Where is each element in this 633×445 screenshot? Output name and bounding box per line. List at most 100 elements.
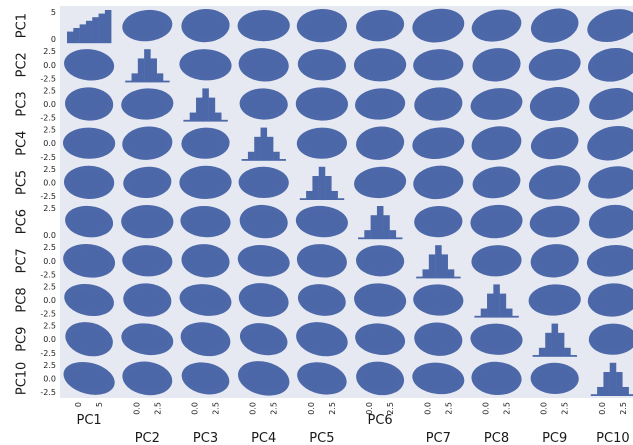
ytick-label: 0.0 [43, 61, 56, 70]
cell-PC10-PC10 [585, 359, 633, 397]
hist-bar [325, 176, 332, 200]
scatter-core [71, 327, 108, 351]
ylabel-PC7: PC7 [15, 248, 30, 273]
cell-PC6-PC8 [470, 204, 523, 239]
cell-PC9-PC10 [588, 323, 633, 355]
xtick-label: 0.0 [365, 402, 374, 415]
cell-PC1-PC9 [530, 8, 579, 43]
cell-PC3-PC8 [470, 88, 523, 120]
hist-bar [428, 254, 436, 279]
scatter-core [185, 289, 226, 311]
scatter-core [127, 328, 168, 350]
scatter-core [361, 93, 400, 115]
cell-PC9-PC1 [65, 322, 113, 357]
xtick-label: 0.0 [482, 402, 491, 415]
hist-bar [202, 88, 209, 122]
cell-PC6-PC2 [121, 204, 174, 239]
cell-PC2-PC6 [354, 48, 407, 82]
hist-bar [364, 230, 371, 240]
ytick-label: 0.0 [43, 231, 56, 240]
scatter-core [478, 171, 515, 193]
scatter-core [360, 288, 401, 312]
hist-bar [312, 176, 319, 200]
scatter-core [476, 210, 517, 234]
scatter-core [128, 250, 167, 272]
cell-PC10-PC2 [122, 361, 173, 396]
xlabel-PC10: PC10 [596, 431, 629, 445]
scatter-core [360, 53, 401, 77]
cell-PC3-PC10 [589, 87, 633, 121]
scatter-core [303, 54, 340, 76]
xtick-label: 0.0 [249, 402, 258, 415]
cell-PC1-PC10 [587, 9, 633, 43]
scatter-core [420, 327, 457, 351]
ytick-label: 0.0 [43, 257, 56, 266]
ytick-label: 2.5 [43, 86, 56, 95]
hist-bar [395, 237, 403, 240]
hist-bar [628, 394, 633, 396]
ytick-label: -2.5 [40, 310, 56, 319]
scatter-core [187, 14, 224, 38]
scatter-core [360, 171, 401, 193]
xlabel-PC4: PC4 [251, 431, 276, 445]
cell-PC2-PC9 [528, 48, 581, 81]
scatter-core [69, 367, 110, 389]
hist-bar [505, 308, 513, 318]
cell-PC6-PC1 [65, 205, 114, 238]
xtick-label: 2.5 [444, 402, 453, 415]
hist-bar [306, 190, 313, 200]
cell-PC4-PC5 [296, 127, 347, 159]
hist-bar [435, 245, 442, 279]
cell-PC6-PC4 [239, 204, 288, 239]
cell-PC4-PC10 [587, 125, 633, 161]
hist-bar [318, 166, 326, 200]
hist-bar [532, 355, 540, 357]
hist-bar [137, 58, 145, 83]
hist-bar [163, 80, 170, 83]
cell-PC8-PC6 [354, 283, 407, 317]
cell-PC3-PC1 [65, 87, 114, 121]
cell-PC10-PC9 [530, 362, 579, 395]
cell-PC4-PC2 [122, 126, 173, 160]
scatter-core [476, 93, 517, 115]
cell-PC2-PC2 [120, 46, 175, 84]
xlabel-PC8: PC8 [484, 431, 509, 445]
xtick-label: 0.0 [598, 402, 607, 415]
hist-bar [499, 293, 507, 318]
cell-PC5-PC1 [64, 165, 115, 200]
scatter-core [593, 171, 633, 193]
cell-PC6-PC3 [180, 205, 231, 238]
ylabel-PC1: PC1 [15, 13, 30, 38]
xtick-label: 0.0 [191, 402, 200, 415]
scatter-core [244, 53, 283, 77]
ytick-label: 0.0 [43, 374, 56, 383]
hist-bar [512, 315, 519, 318]
xtick-label: 2.5 [386, 402, 395, 415]
scatter-core [594, 328, 632, 350]
scatter-core [243, 250, 284, 272]
scatter-core [418, 14, 459, 38]
xtick-label: 0.0 [540, 402, 549, 415]
cell-PC8-PC4 [238, 283, 289, 317]
scatter-core [244, 171, 283, 193]
cell-PC8-PC9 [528, 284, 581, 316]
hist-bar [337, 198, 345, 200]
cell-PC7-PC6 [356, 245, 405, 277]
ytick-label: -2.5 [40, 153, 56, 162]
hist-bar [85, 20, 93, 44]
cell-PC10-PC4 [238, 361, 290, 396]
hist-bar [104, 10, 112, 44]
scatter-core [534, 54, 575, 76]
scatter-core [535, 211, 574, 233]
xtick-label: 2.5 [270, 402, 279, 415]
cell-PC5-PC3 [179, 165, 232, 200]
scatter-core [69, 132, 110, 154]
ylabel-PC2: PC2 [15, 52, 30, 77]
hist-bar [609, 362, 617, 396]
cell-PC4-PC7 [412, 127, 465, 160]
scatter-core [128, 366, 167, 390]
cell-PC1-PC4 [237, 9, 290, 42]
cell-PC1-PC7 [412, 8, 465, 43]
hist-bar [538, 347, 546, 357]
hist-bar [221, 119, 228, 122]
